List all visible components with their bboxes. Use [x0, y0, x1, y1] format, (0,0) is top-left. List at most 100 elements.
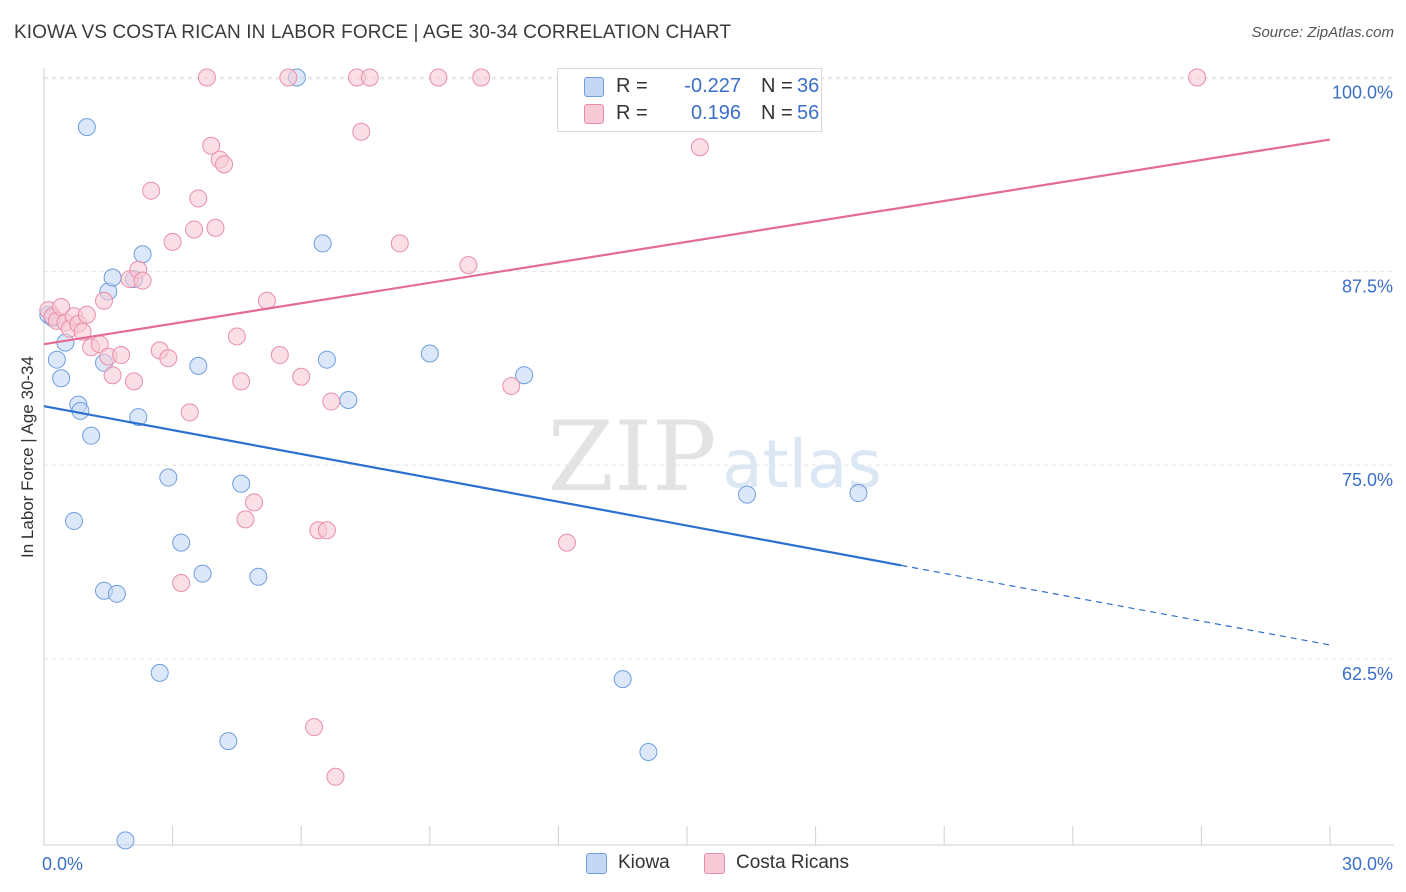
data-point-costa-ricans — [322, 392, 341, 411]
data-point-costa-ricans — [159, 349, 178, 368]
data-point-costa-ricans — [172, 573, 191, 592]
data-point-kiowa — [82, 426, 101, 445]
data-point-costa-ricans — [189, 189, 208, 208]
legend-n-label: N = — [761, 102, 793, 124]
watermark: ZIP atlas — [547, 401, 881, 513]
data-point-kiowa — [52, 369, 71, 388]
data-point-costa-ricans — [326, 767, 345, 786]
data-point-costa-ricans — [390, 234, 409, 253]
trend-line-extension-kiowa — [901, 564, 1331, 646]
source-credit: Source: ZipAtlas.com — [1251, 24, 1394, 41]
data-point-kiowa — [193, 564, 212, 583]
chart-title: KIOWA VS COSTA RICAN IN LABOR FORCE | AG… — [14, 22, 732, 43]
legend-r-value-kiowa: -0.227 — [684, 75, 741, 97]
data-point-kiowa — [515, 366, 534, 385]
y-tick-label: 75.0% — [1342, 470, 1393, 490]
data-point-kiowa — [219, 732, 238, 751]
data-point-costa-ricans — [502, 377, 521, 396]
bottom-legend-label-costa-ricans: Costa Ricans — [736, 852, 849, 873]
legend-swatch-costa-ricans — [584, 104, 604, 124]
grid-lines — [44, 77, 1394, 660]
data-point-costa-ricans — [352, 122, 371, 141]
data-point-costa-ricans — [305, 718, 324, 737]
bottom-legend-swatch-kiowa — [586, 853, 607, 874]
data-point-costa-ricans — [429, 68, 448, 87]
axes — [43, 68, 1394, 846]
data-point-kiowa — [249, 567, 268, 586]
data-point-costa-ricans — [227, 327, 246, 346]
legend-r-label: R = — [616, 75, 648, 97]
data-point-kiowa — [613, 670, 632, 689]
data-point-costa-ricans — [163, 232, 182, 251]
data-point-costa-ricans — [360, 68, 379, 87]
legend-swatch-kiowa — [584, 77, 604, 97]
data-point-kiowa — [129, 408, 148, 427]
data-point-costa-ricans — [292, 367, 311, 386]
data-point-kiowa — [77, 118, 96, 137]
data-point-costa-ricans — [472, 68, 491, 87]
data-point-kiowa — [47, 350, 66, 369]
data-point-costa-ricans — [185, 220, 204, 239]
trend-line-costa-ricans — [43, 138, 1331, 346]
data-point-costa-ricans — [557, 533, 576, 552]
data-point-costa-ricans — [270, 346, 289, 365]
data-point-kiowa — [189, 356, 208, 375]
data-point-costa-ricans — [103, 366, 122, 385]
data-point-costa-ricans — [180, 403, 199, 422]
data-point-costa-ricans — [215, 155, 234, 174]
data-point-costa-ricans — [133, 271, 152, 290]
data-point-costa-ricans — [317, 521, 336, 540]
data-point-kiowa — [849, 484, 868, 503]
data-point-kiowa — [313, 234, 332, 253]
x-tick-label: 0.0% — [42, 854, 83, 874]
data-point-costa-ricans — [279, 68, 298, 87]
data-point-kiowa — [150, 663, 169, 682]
data-point-kiowa — [317, 350, 336, 369]
data-point-kiowa — [116, 831, 135, 850]
data-point-kiowa — [65, 511, 84, 530]
x-tick-label: 30.0% — [1342, 854, 1393, 874]
data-point-costa-ricans — [459, 256, 478, 275]
data-point-kiowa — [639, 742, 658, 761]
y-tick-label: 87.5% — [1342, 276, 1393, 296]
data-point-costa-ricans — [236, 510, 255, 529]
trend-line-kiowa — [43, 405, 902, 567]
y-tick-label: 62.5% — [1342, 664, 1393, 684]
data-point-costa-ricans — [73, 322, 92, 341]
legend-r-value-costa-ricans: 0.196 — [690, 102, 741, 124]
tick-labels: 100.0% 87.5% 75.0% 62.5% 0.0% 30.0% — [42, 83, 1393, 874]
data-point-kiowa — [339, 391, 358, 410]
watermark-zip: ZIP — [547, 401, 716, 513]
data-point-costa-ricans — [245, 493, 264, 512]
data-point-kiowa — [232, 474, 251, 493]
data-point-kiowa — [738, 485, 757, 504]
data-point-costa-ricans — [690, 138, 709, 157]
data-point-costa-ricans — [197, 68, 216, 87]
data-point-kiowa — [103, 268, 122, 287]
data-point-kiowa — [107, 584, 126, 603]
legend-n-value-kiowa: 36 — [797, 75, 820, 97]
data-point-kiowa — [159, 468, 178, 487]
trend-lines — [43, 138, 1331, 646]
data-point-costa-ricans — [206, 218, 225, 237]
data-point-kiowa — [420, 344, 439, 363]
bottom-legend-label-kiowa: Kiowa — [618, 852, 670, 873]
legend-n-label: N = — [761, 75, 793, 97]
data-point-costa-ricans — [142, 181, 161, 200]
data-point-kiowa — [133, 245, 152, 264]
data-point-costa-ricans — [202, 136, 221, 155]
data-point-costa-ricans — [77, 305, 96, 324]
data-point-costa-ricans — [125, 372, 144, 391]
correlation-legend: R = -0.227 N = 36 R = 0.196 N = 56 — [557, 68, 822, 132]
data-point-costa-ricans — [95, 291, 114, 310]
y-tick-label: 100.0% — [1332, 83, 1393, 103]
y-axis-label: In Labor Force | Age 30-34 — [18, 356, 37, 558]
bottom-legend-swatch-costa-ricans — [704, 853, 725, 874]
data-point-costa-ricans — [1188, 68, 1207, 87]
data-point-costa-ricans — [232, 372, 251, 391]
data-point-kiowa — [172, 533, 191, 552]
legend-r-label: R = — [616, 102, 648, 124]
data-point-costa-ricans — [112, 346, 131, 365]
data-points — [39, 68, 1207, 850]
